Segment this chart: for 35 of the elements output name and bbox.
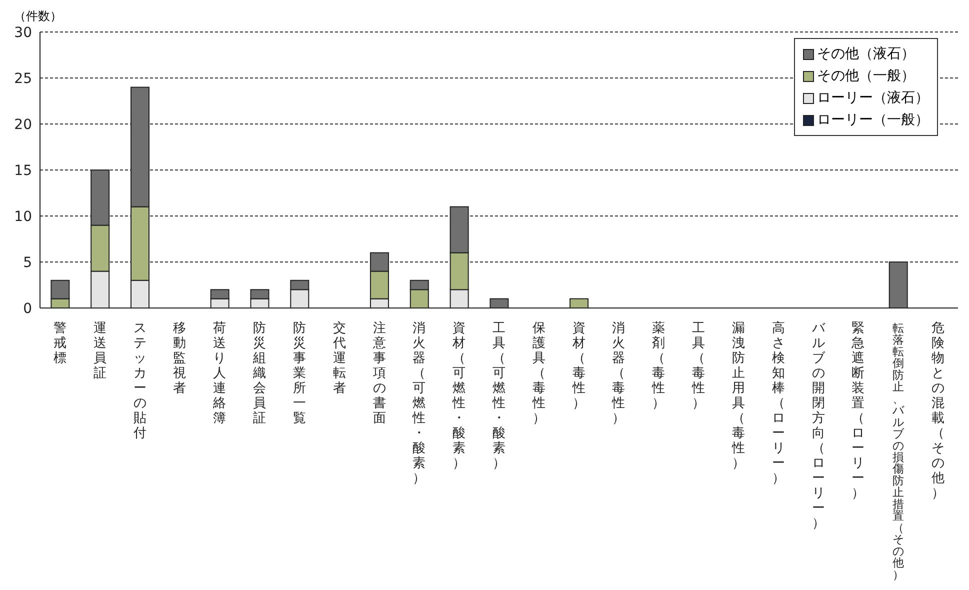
category-label: 高さ検知棒（ローリー） <box>772 321 785 486</box>
y-axis-title: （件数） <box>14 8 62 25</box>
category-label: 資材（可燃性・酸素） <box>452 321 466 471</box>
x-tick-label: 注意事項の書面 <box>372 321 386 426</box>
category-label: 緊急遮断装置（ローリー） <box>852 321 865 501</box>
y-tick-label: 10 <box>14 208 32 225</box>
y-tick-label: 20 <box>14 116 32 133</box>
x-tick-label: 移動監視者 <box>173 321 186 396</box>
legend-label: その他（一般） <box>817 67 915 86</box>
x-tick-label: ステッカーの貼付 <box>132 321 146 441</box>
category-label: 漏洩防止用具（毒性） <box>732 321 745 471</box>
x-tick-label: 警戒標 <box>53 321 66 366</box>
x-tick-label: 防災事業所一覧 <box>292 321 306 426</box>
legend-label: その他（液石） <box>817 45 915 64</box>
category-label: 消火器（可燃性・酸素） <box>412 321 426 486</box>
x-tick-label: 運送員証 <box>93 321 106 381</box>
x-tick-label: 工具（毒性） <box>691 321 706 411</box>
y-tick-label: 25 <box>14 70 32 87</box>
x-tick-label: 荷送り人連絡簿 <box>212 321 226 426</box>
legend-label: ローリー（液石） <box>817 89 929 108</box>
y-tick-label: 15 <box>14 162 32 179</box>
x-tick-label: 防災組織会員証 <box>252 321 266 426</box>
y-tick-label: 30 <box>14 24 32 41</box>
category-label: バルブの開閉方向（ローリー） <box>812 321 825 531</box>
legend-label: ローリー（一般） <box>817 111 929 130</box>
category-label: 転落転倒防止、バルブの損傷防止措置（その他） <box>892 321 904 582</box>
y-tick-label: 5 <box>23 254 32 271</box>
x-tick-label: 消火器（毒性） <box>611 321 626 426</box>
y-tick-label: 0 <box>23 300 32 317</box>
x-tick-label: 資材（毒性） <box>571 321 586 411</box>
x-tick-label: 保護具（毒性） <box>531 321 546 426</box>
category-label: 工具（可燃性・酸素） <box>492 321 506 471</box>
x-tick-label: 交代運転者 <box>332 320 346 396</box>
x-tick-label: 薬剤（毒性） <box>651 321 666 411</box>
category-label: 危険物との混載（その他） <box>932 321 945 501</box>
